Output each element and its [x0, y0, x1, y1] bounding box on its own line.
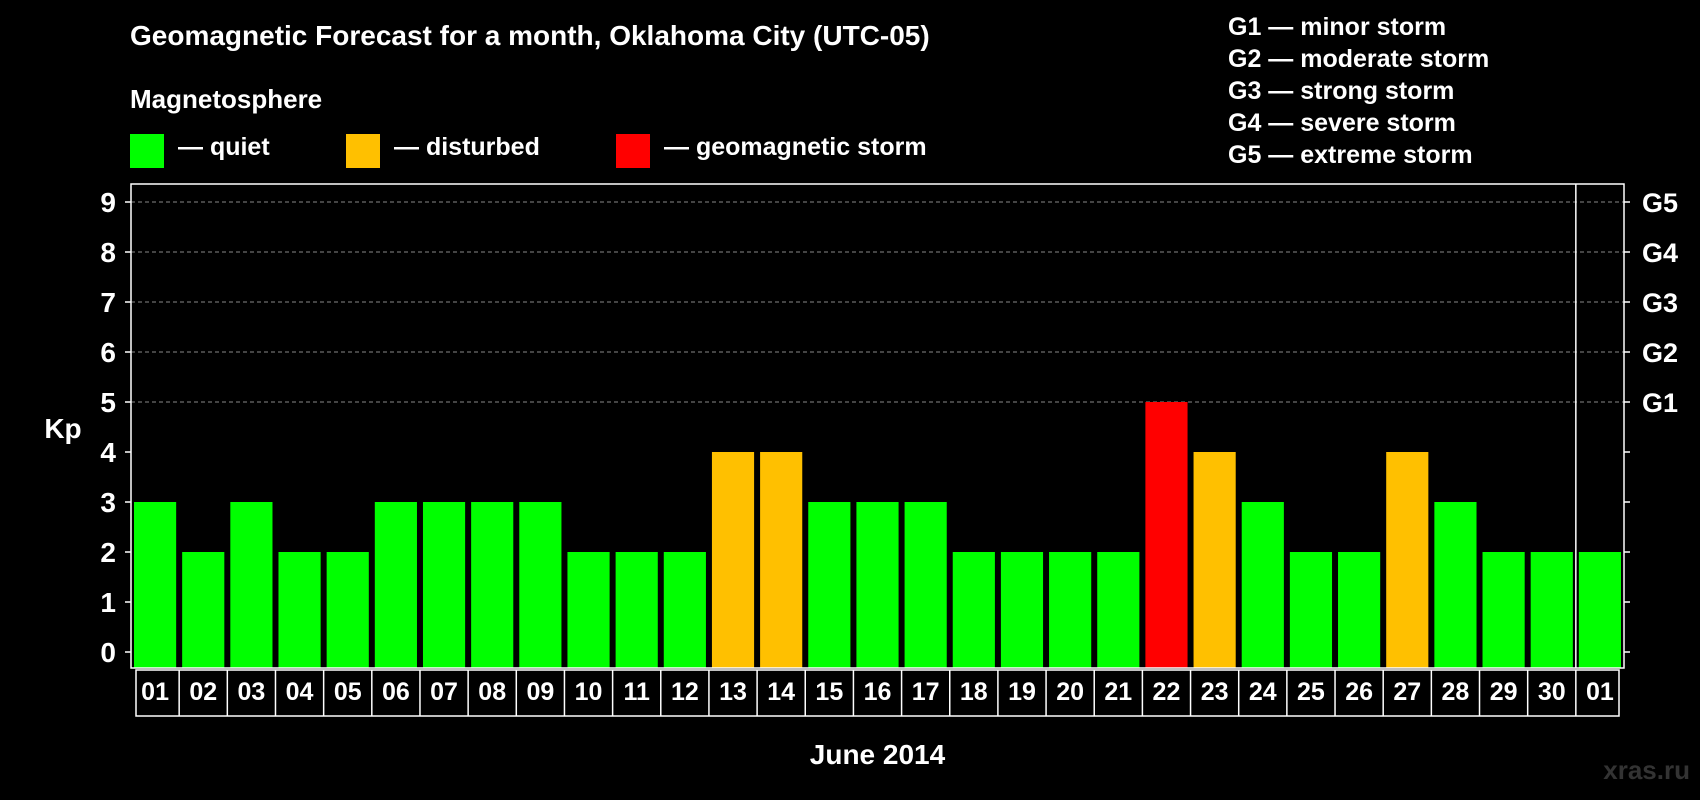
x-tick-label-13: 13: [719, 678, 747, 706]
bar-25: [1289, 552, 1333, 668]
x-tick-label-10: 10: [575, 678, 603, 706]
bar-29: [1482, 552, 1525, 668]
y-tick-label-6: 6: [100, 337, 116, 368]
storm-scale-g3: G3 — strong storm: [1228, 77, 1455, 105]
plot-frame: [130, 183, 1625, 669]
bar-12: [663, 552, 706, 668]
legend-label-quiet: — quiet: [178, 133, 270, 161]
bar-19: [1000, 552, 1044, 668]
right-tick-label-g4: G4: [1642, 238, 1678, 268]
bar-24: [1241, 502, 1284, 668]
x-tick-label-21: 21: [1104, 678, 1132, 706]
bar-26: [1338, 552, 1381, 668]
bar-28: [1434, 502, 1477, 668]
bar-23: [1193, 452, 1236, 668]
watermark: xras.ru: [1603, 755, 1690, 785]
x-tick-label-23: 23: [1201, 678, 1229, 706]
x-tick-label-31: 01: [1586, 678, 1614, 706]
x-tick-label-22: 22: [1153, 678, 1181, 706]
x-tick-label-8: 08: [478, 678, 506, 706]
bar-18: [952, 552, 995, 668]
x-tick-label-20: 20: [1056, 678, 1084, 706]
x-tick-label-19: 19: [1008, 678, 1036, 706]
bar-9: [519, 502, 562, 668]
x-tick-label-3: 03: [237, 678, 265, 706]
right-tick-label-g5: G5: [1642, 188, 1678, 218]
x-tick-label-28: 28: [1442, 678, 1470, 706]
bar-30: [1530, 552, 1573, 668]
x-tick-label-12: 12: [671, 678, 699, 706]
storm-scale-g2: G2 — moderate storm: [1228, 45, 1490, 73]
x-tick-label-14: 14: [767, 678, 795, 706]
legend-label-storm: — geomagnetic storm: [664, 133, 927, 161]
x-tick-label-29: 29: [1490, 678, 1518, 706]
bar-11: [615, 552, 658, 668]
storm-scale-g4: G4 — severe storm: [1228, 109, 1456, 137]
legend-swatch-quiet: [130, 134, 164, 168]
y-tick-label-2: 2: [100, 537, 116, 568]
bar-4: [278, 552, 321, 668]
y-tick-label-1: 1: [100, 587, 116, 618]
y-tick-label-7: 7: [100, 287, 116, 318]
storm-scale-g5: G5 — extreme storm: [1228, 141, 1473, 169]
legend-swatch-storm: [616, 134, 650, 168]
x-tick-label-18: 18: [960, 678, 988, 706]
x-tick-label-15: 15: [815, 678, 843, 706]
y-tick-label-8: 8: [100, 237, 116, 268]
bar-3: [230, 502, 273, 668]
x-tick-label-30: 30: [1538, 678, 1566, 706]
category-strip: [135, 669, 1620, 717]
x-tick-label-6: 06: [382, 678, 410, 706]
bar-16: [856, 502, 899, 668]
bar-15: [808, 502, 851, 668]
bar-8: [471, 502, 514, 668]
bar-27: [1386, 452, 1429, 668]
y-tick-label-0: 0: [100, 637, 116, 668]
y-axis-label: Kp: [44, 413, 81, 444]
bar-6: [374, 502, 417, 668]
x-tick-label-24: 24: [1249, 678, 1277, 706]
bar-2: [182, 552, 225, 668]
bar-7: [422, 502, 466, 668]
bar-13: [711, 452, 755, 668]
bar-21: [1097, 552, 1140, 668]
legend-heading: Magnetosphere: [130, 84, 323, 114]
y-tick-label-4: 4: [100, 437, 116, 468]
x-tick-label-5: 05: [334, 678, 362, 706]
right-tick-label-g1: G1: [1642, 388, 1678, 418]
x-tick-label-9: 09: [526, 678, 554, 706]
right-tick-label-g3: G3: [1642, 288, 1678, 318]
x-tick-label-26: 26: [1345, 678, 1373, 706]
x-tick-label-25: 25: [1297, 678, 1325, 706]
chart-title: Geomagnetic Forecast for a month, Oklaho…: [130, 20, 930, 51]
x-tick-label-1: 01: [141, 678, 169, 706]
bar-20: [1049, 552, 1092, 668]
x-tick-label-27: 27: [1393, 678, 1421, 706]
legend-label-disturbed: — disturbed: [394, 133, 540, 161]
right-tick-label-g2: G2: [1642, 338, 1678, 368]
x-tick-label-11: 11: [623, 678, 650, 706]
x-axis-label: June 2014: [810, 739, 946, 770]
bar-14: [760, 452, 803, 668]
x-tick-label-16: 16: [864, 678, 892, 706]
y-tick-label-3: 3: [100, 487, 116, 518]
y-tick-label-9: 9: [100, 187, 116, 218]
x-tick-label-17: 17: [912, 678, 940, 706]
x-tick-label-4: 04: [286, 678, 314, 706]
x-tick-label-2: 02: [189, 678, 217, 706]
bar-22: [1145, 402, 1188, 668]
bar-31: [1578, 552, 1621, 668]
bar-10: [567, 552, 610, 668]
legend-swatch-disturbed: [346, 134, 380, 168]
storm-scale-g1: G1 — minor storm: [1228, 13, 1447, 41]
bar-17: [904, 502, 947, 668]
bar-1: [134, 502, 177, 668]
y-tick-label-5: 5: [100, 387, 116, 418]
bar-5: [326, 552, 369, 668]
x-tick-label-7: 07: [430, 678, 458, 706]
